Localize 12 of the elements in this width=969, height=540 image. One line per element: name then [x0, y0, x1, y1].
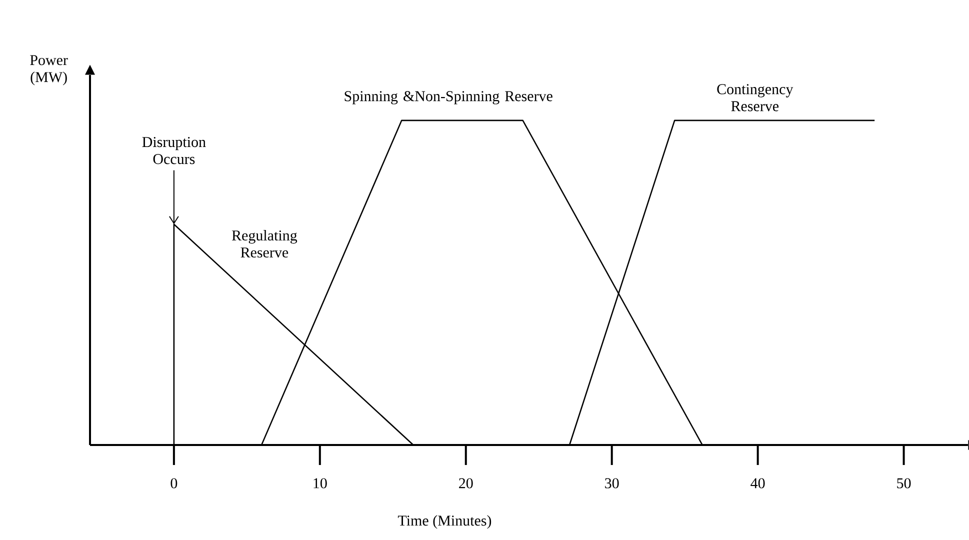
x-tick-label: 0 — [170, 478, 178, 488]
x-axis-title: Time (Minutes) — [398, 515, 492, 529]
x-tick-label: 50 — [897, 478, 911, 488]
x-tick-label: 30 — [605, 478, 619, 488]
y-axis-title: Power (MW) — [30, 55, 68, 86]
annotation: Disruption Occurs — [142, 137, 206, 164]
x-tick-label: 20 — [459, 478, 473, 488]
x-tick-label: 10 — [314, 478, 327, 488]
x-tick-label: 40 — [750, 478, 765, 488]
series-label: Contingency Reserve — [717, 84, 794, 112]
series-label: Spinning &Non-Spinning Reserve — [344, 91, 552, 104]
series-label: Regulating Reserve — [232, 230, 298, 258]
